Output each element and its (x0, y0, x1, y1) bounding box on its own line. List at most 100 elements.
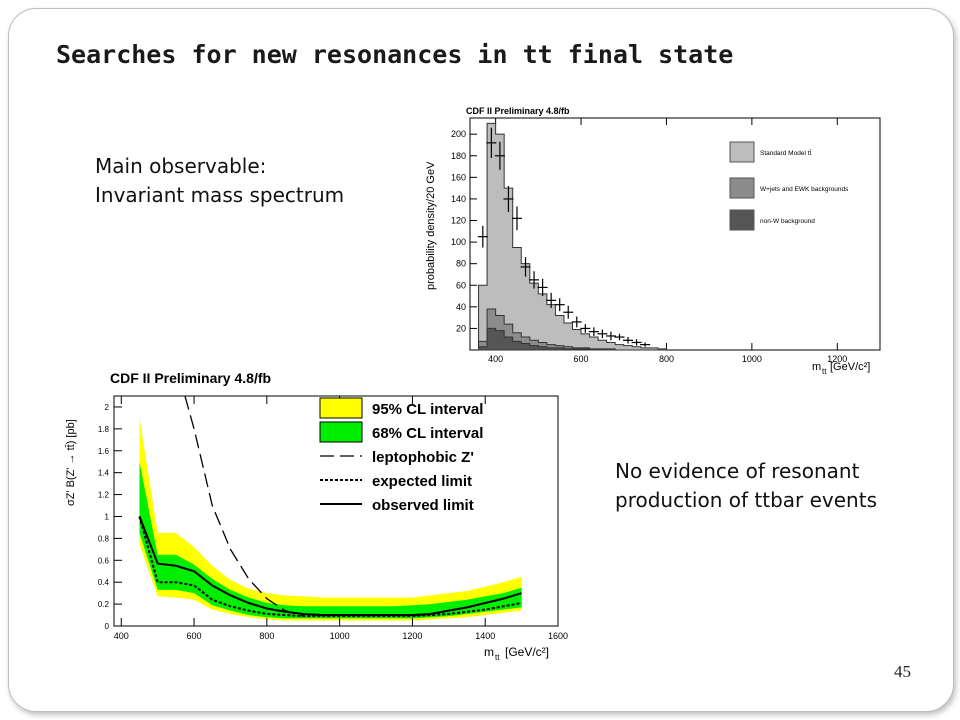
limit-y-tick-label: 1 (105, 512, 110, 521)
svg-text:tt: tt (822, 367, 827, 376)
spectrum-y-tick-label: 140 (451, 194, 466, 204)
spectrum-data-point (520, 257, 531, 277)
limit-legend-swatch (319, 421, 363, 443)
spectrum-axes: 400 600 800 1000 1200 20 40 60 80 100 120 140 160 180… (451, 117, 881, 364)
limit-x-tick-label: 800 (259, 631, 274, 641)
spectrum-data-point (511, 206, 522, 231)
limit-x-tick-label: 1000 (330, 631, 350, 641)
mass-spectrum-chart: CDF II Preliminary 4.8/fb probability de… (418, 100, 888, 382)
spectrum-data-point (623, 337, 634, 344)
spectrum-legend-swatch (729, 209, 755, 231)
limit-legend-entry: expected limit (320, 473, 472, 490)
spectrum-y-tick-label: 160 (451, 172, 466, 182)
limit-legend-label: 68% CL interval (372, 425, 483, 442)
svg-text:[GeV/c²]: [GeV/c²] (830, 361, 870, 373)
spectrum-y-tick-label: 200 (451, 129, 466, 139)
conclusion-line-1: No evidence of resonant (615, 459, 860, 483)
spectrum-data-point (503, 185, 514, 212)
limit-legend-entry: leptophobic Z' (320, 449, 474, 466)
spectrum-legend-label: non-W background (760, 218, 815, 225)
spectrum-x-axis-label: m tt [GeV/c²] (812, 361, 870, 376)
spectrum-stacked-bars (478, 122, 667, 351)
limit-y-tick-label: 1.4 (98, 469, 110, 478)
spectrum-y-tick-label: 100 (451, 237, 466, 247)
spectrum-data-point (640, 342, 651, 347)
spectrum-legend-entry: non-W background (729, 209, 815, 231)
observable-line-1: Main observable: (95, 154, 267, 178)
spectrum-legend-entry: W+jets and EWK backgrounds (729, 177, 849, 199)
observable-note: Main observable: Invariant mass spectrum (95, 152, 344, 210)
svg-text:m: m (484, 645, 494, 659)
limit-x-axis-label: m tt [GeV/c²] (484, 645, 549, 662)
limit-legend-label: 95% CL interval (372, 401, 483, 418)
limit-chart-title: CDF II Preliminary 4.8/fb (110, 370, 271, 386)
spectrum-data-point (588, 327, 599, 336)
spectrum-x-tick-label: 1000 (742, 354, 762, 364)
svg-text:[GeV/c²]: [GeV/c²] (505, 645, 549, 659)
leptophobic-zprime-line (184, 395, 304, 617)
limit-x-tick-label: 1600 (548, 631, 568, 641)
spectrum-data-point (563, 305, 574, 319)
conclusion-note: No evidence of resonant production of tt… (615, 457, 877, 515)
spectrum-y-tick-label: 20 (456, 323, 466, 333)
spectrum-data-point (554, 298, 565, 312)
spectrum-data-point (529, 271, 540, 289)
limit-y-axis-label: σZ' B(Z' → tt̄) [pb] (65, 419, 77, 506)
limit-lines (138, 395, 522, 618)
spectrum-data-point (537, 278, 548, 297)
limit-legend-label: observed limit (372, 497, 474, 514)
spectrum-legend: Standard Model tt̄ W+jets and EWK backgro… (729, 141, 849, 231)
svg-text:tt: tt (495, 653, 500, 662)
spectrum-y-axis-label: probability density/20 GeV (425, 161, 437, 290)
conclusion-line-2: production of ttbar events (615, 488, 877, 512)
limit-x-tick-label: 1400 (475, 631, 495, 641)
svg-text:m: m (812, 361, 821, 373)
spectrum-data-point (477, 225, 488, 248)
spectrum-data-point (571, 316, 582, 328)
limit-legend-label: leptophobic Z' (372, 449, 474, 466)
limit-y-tick-label: 1.8 (98, 425, 110, 434)
expected-limit-line (138, 516, 522, 618)
spectrum-data-point (580, 324, 591, 333)
limit-y-tick-label: 2 (105, 403, 110, 412)
spectrum-data-point (494, 141, 505, 170)
spectrum-x-tick-label: 800 (659, 354, 674, 364)
limit-x-tick-label: 400 (114, 631, 129, 641)
limit-legend: 95% CL interval 68% CL interval leptophobi… (319, 397, 483, 514)
slide-title: Searches for new resonances in tt final … (56, 40, 734, 69)
limit-x-tick-label: 600 (187, 631, 202, 641)
observable-line-2: Invariant mass spectrum (95, 183, 345, 207)
page-number: 45 (894, 662, 911, 681)
limit-y-tick-label: 0.2 (98, 600, 110, 609)
spectrum-legend-swatch (729, 141, 755, 163)
limit-y-tick-label: 0.4 (98, 578, 110, 587)
limit-legend-entry: observed limit (320, 497, 474, 514)
spectrum-data-points (477, 127, 651, 347)
limit-y-tick-label: 0.6 (98, 556, 110, 565)
limit-frame (113, 395, 559, 627)
limit-legend-entry: 68% CL interval (319, 421, 483, 443)
spectrum-x-tick-label: 1200 (827, 354, 847, 364)
spectrum-y-tick-label: 120 (451, 216, 466, 226)
spectrum-x-tick-label: 400 (488, 354, 503, 364)
spectrum-y-tick-label: 180 (451, 151, 466, 161)
spectrum-data-point (597, 329, 608, 339)
limit-axes: 400 600 800 1000 1200 1400 1600 0 0.2 0.4 0.6 0.8 1 1… (98, 395, 568, 641)
limit-y-tick-label: 0.8 (98, 534, 110, 543)
limit-y-tick-label: 0 (105, 622, 110, 631)
limit-y-tick-label: 1.2 (98, 491, 110, 500)
spectrum-data-point (546, 292, 557, 308)
cross-section-limit-chart: CDF II Preliminary 4.8/fb σZ' B(Z' → tt̄… (58, 366, 578, 662)
spectrum-y-tick-label: 80 (456, 259, 466, 269)
spectrum-data-point (486, 127, 497, 158)
spectrum-nonw-bars (478, 327, 667, 351)
spectrum-legend-swatch (729, 177, 755, 199)
observed-limit-line (138, 516, 522, 617)
spectrum-legend-label: W+jets and EWK backgrounds (760, 186, 849, 193)
limit-x-tick-label: 1200 (402, 631, 422, 641)
spectrum-frame (469, 117, 881, 351)
spectrum-data-point (631, 339, 642, 346)
limit-y-tick-label: 1.6 (98, 447, 110, 456)
spectrum-data-point (605, 331, 616, 341)
spectrum-y-tick-label: 40 (456, 302, 466, 312)
